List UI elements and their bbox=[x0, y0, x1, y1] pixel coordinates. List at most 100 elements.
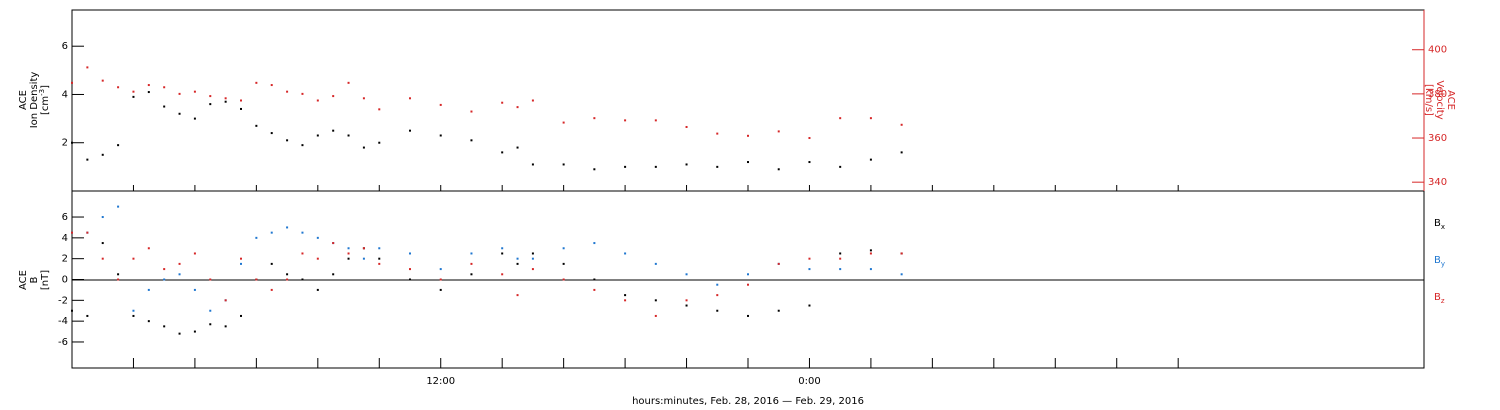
bx-point bbox=[178, 332, 181, 335]
bz-point bbox=[270, 288, 273, 291]
bx-point bbox=[593, 278, 596, 281]
bottom-left-tick-label: -2 bbox=[58, 295, 68, 306]
density-point bbox=[839, 165, 842, 168]
velocity-point bbox=[501, 101, 504, 104]
by-point bbox=[470, 252, 473, 255]
by-point bbox=[501, 247, 504, 250]
bz-point bbox=[378, 262, 381, 265]
density-point bbox=[439, 134, 442, 137]
data-points bbox=[71, 66, 903, 335]
velocity-point bbox=[255, 81, 258, 84]
velocity-point bbox=[439, 103, 442, 106]
by-point bbox=[562, 247, 565, 250]
bz-point bbox=[531, 268, 534, 271]
density-point bbox=[593, 168, 596, 171]
top-right-tick-label: 340 bbox=[1428, 177, 1447, 188]
density-point bbox=[255, 124, 258, 127]
velocity-point bbox=[163, 86, 166, 89]
density-point bbox=[71, 141, 73, 144]
by-point bbox=[378, 247, 381, 250]
bx-point bbox=[163, 325, 166, 328]
bz-point bbox=[132, 257, 135, 260]
density-point bbox=[362, 146, 365, 149]
bottom-left-tick-label: -4 bbox=[58, 316, 68, 327]
bz-point bbox=[224, 299, 227, 302]
velocity-point bbox=[900, 123, 903, 126]
by-point bbox=[163, 278, 166, 281]
velocity-point bbox=[347, 81, 350, 84]
bz-point bbox=[86, 231, 89, 234]
velocity-point bbox=[86, 66, 89, 69]
by-point bbox=[193, 288, 196, 291]
bx-point bbox=[624, 294, 627, 297]
density-point bbox=[900, 151, 903, 154]
by-point bbox=[316, 236, 319, 239]
bx-point bbox=[224, 325, 227, 328]
velocity-point bbox=[286, 90, 289, 93]
by-point bbox=[839, 268, 842, 271]
by-point bbox=[593, 242, 596, 245]
bx-point bbox=[869, 249, 872, 252]
legend: Bx By Bz bbox=[1434, 218, 1445, 305]
bx-point bbox=[301, 278, 304, 281]
density-point bbox=[224, 100, 227, 103]
velocity-point bbox=[409, 97, 411, 100]
density-point bbox=[531, 163, 534, 166]
velocity-point bbox=[593, 117, 596, 120]
velocity-point bbox=[747, 134, 749, 137]
bx-point bbox=[270, 262, 273, 265]
bx-point bbox=[117, 273, 120, 276]
density-point bbox=[147, 91, 150, 94]
top-left-axis-line2: Ion Density bbox=[29, 72, 40, 129]
bx-point bbox=[147, 320, 150, 323]
bz-point bbox=[747, 283, 749, 286]
bx-point bbox=[654, 299, 657, 302]
top-left-axis-title: ACE Ion Density [cm-3] bbox=[18, 72, 51, 129]
velocity-point bbox=[270, 84, 273, 87]
velocity-point bbox=[562, 121, 565, 124]
density-point bbox=[516, 146, 519, 149]
density-point bbox=[685, 163, 688, 166]
legend-bx-sub: x bbox=[1441, 223, 1445, 231]
bx-point bbox=[101, 242, 104, 245]
velocity-point bbox=[178, 92, 181, 95]
velocity-point bbox=[839, 117, 842, 120]
density-point bbox=[470, 139, 473, 142]
by-point bbox=[270, 231, 273, 234]
density-point bbox=[86, 158, 89, 161]
legend-by: By bbox=[1434, 255, 1445, 268]
density-point bbox=[378, 141, 381, 144]
bottom-left-tick-label: 0 bbox=[62, 275, 68, 286]
top-right-tick-label: 360 bbox=[1428, 133, 1447, 144]
density-point bbox=[163, 105, 166, 108]
bz-point bbox=[516, 294, 519, 297]
top-left-axis-unit: [cm bbox=[40, 96, 51, 115]
velocity-point bbox=[777, 130, 780, 133]
by-point bbox=[178, 273, 181, 276]
by-point bbox=[869, 268, 872, 271]
bz-point bbox=[654, 314, 657, 317]
bx-point bbox=[685, 304, 688, 307]
top-right-tick-label: 380 bbox=[1428, 89, 1447, 100]
bx-point bbox=[378, 257, 381, 260]
by-point bbox=[301, 231, 304, 234]
top-panel-frame bbox=[71, 9, 1425, 192]
by-point bbox=[132, 309, 135, 312]
velocity-point bbox=[531, 99, 534, 102]
velocity-point bbox=[808, 137, 811, 140]
bx-point bbox=[470, 273, 473, 276]
velocity-point bbox=[716, 132, 719, 135]
bz-point bbox=[347, 252, 350, 255]
top-left-axis-unit-sup: -3 bbox=[38, 89, 46, 96]
legend-bx-name: B bbox=[1434, 218, 1441, 229]
legend-by-name: B bbox=[1434, 255, 1441, 266]
by-point bbox=[409, 252, 411, 255]
by-point bbox=[147, 288, 150, 291]
bx-point bbox=[439, 288, 442, 291]
by-point bbox=[286, 226, 289, 229]
bz-point bbox=[101, 257, 104, 260]
legend-bx: Bx bbox=[1434, 218, 1445, 231]
velocity-point bbox=[240, 99, 242, 102]
velocity-point bbox=[624, 119, 627, 122]
